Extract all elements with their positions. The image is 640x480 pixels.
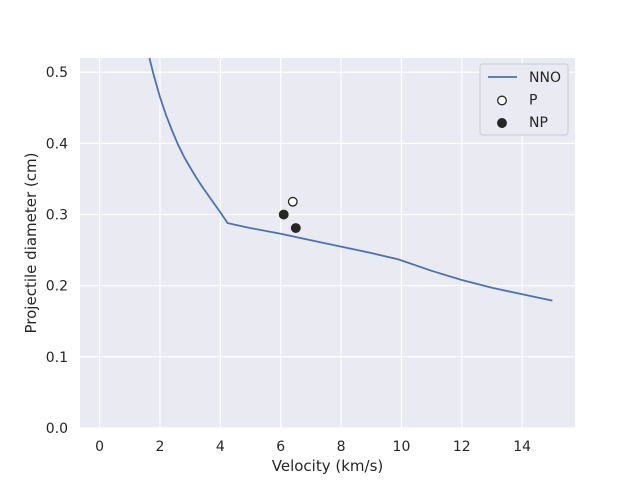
data-point-np xyxy=(290,223,301,234)
x-tick-label: 14 xyxy=(513,439,531,455)
legend-label-np: NP xyxy=(529,115,548,131)
x-tick-label: 4 xyxy=(216,439,225,455)
legend: NNO P NP xyxy=(479,63,569,136)
series-line-nno xyxy=(148,57,553,302)
y-tick-label: 0.5 xyxy=(46,65,68,81)
x-axis-label: Velocity (km/s) xyxy=(272,457,383,475)
data-point-p xyxy=(287,196,298,207)
series-layer xyxy=(148,57,553,302)
y-tick-label: 0.2 xyxy=(46,279,68,295)
x-tick-label: 0 xyxy=(95,439,104,455)
y-tick-label: 0.4 xyxy=(46,136,68,152)
x-tick-label: 12 xyxy=(453,439,471,455)
y-axis-label: Projectile diameter (cm) xyxy=(22,153,40,334)
x-tick-label: 8 xyxy=(337,439,346,455)
x-tick-label: 6 xyxy=(276,439,285,455)
legend-label-p: P xyxy=(529,93,537,109)
y-tick-label: 0.3 xyxy=(46,208,68,224)
legend-label-nno: NNO xyxy=(529,70,561,86)
legend-swatch-p xyxy=(497,95,507,106)
x-tick-label: 10 xyxy=(393,439,411,455)
legend-swatch-np xyxy=(497,118,507,128)
tick-labels: 0 2 4 6 8 10 12 14 0.0 0.1 0.2 0.3 0.4 0.5 xyxy=(46,65,531,455)
y-tick-label: 0.0 xyxy=(46,421,68,437)
data-point-np xyxy=(278,209,289,220)
y-tick-label: 0.1 xyxy=(46,350,68,366)
legend-box xyxy=(479,63,569,136)
x-tick-label: 2 xyxy=(156,439,165,455)
